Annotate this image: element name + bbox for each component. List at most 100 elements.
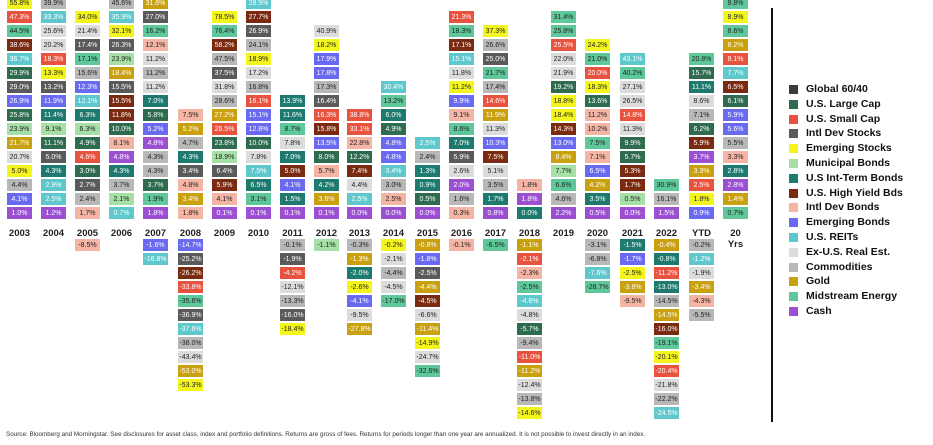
legend-label: U.S. REITs: [806, 231, 859, 243]
return-cell: 6.6%: [550, 178, 577, 192]
return-cell: 33.1%: [346, 122, 373, 136]
return-cell: 6.3%: [74, 122, 101, 136]
legend-swatch: [789, 173, 798, 183]
return-cell: -26.2%: [177, 266, 204, 280]
return-cell: 3.1%: [245, 192, 272, 206]
return-cell: 7.4%: [346, 164, 373, 178]
return-cell: 13.0%: [550, 136, 577, 150]
return-cell: 7.0%: [448, 136, 475, 150]
return-cell: 0.9%: [688, 206, 715, 220]
return-cell: 47.5%: [211, 52, 238, 66]
return-cell: 1.8%: [177, 206, 204, 220]
return-cell: 15.5%: [108, 80, 135, 94]
return-cell: 6.5%: [722, 80, 749, 94]
return-cell: 5.0%: [279, 164, 306, 178]
return-cell: -0.3%: [346, 238, 373, 252]
return-cell: 2.8%: [722, 164, 749, 178]
return-cell: 44.5%: [6, 24, 33, 38]
return-cell: 23.9%: [6, 122, 33, 136]
return-cell: 11.3%: [482, 122, 509, 136]
return-cell: -4.8%: [516, 308, 543, 322]
return-cell: 7.5%: [584, 136, 611, 150]
year-label: 2005: [76, 228, 99, 239]
return-cell: 26.9%: [6, 94, 33, 108]
legend-swatch: [789, 218, 798, 228]
legend-label: Gold: [806, 275, 830, 288]
legend-swatch: [789, 99, 798, 109]
return-cell: -0.1%: [448, 238, 475, 252]
return-cell: 19.2%: [550, 80, 577, 94]
year-label: 2021: [621, 228, 644, 239]
return-cell: 26.5%: [211, 122, 238, 136]
return-cell: -8.5%: [74, 238, 101, 252]
return-cell: -28.7%: [584, 280, 611, 294]
return-cell: 5.6%: [722, 122, 749, 136]
return-cell: 29.0%: [6, 80, 33, 94]
return-cell: 15.1%: [245, 108, 272, 122]
legend-label: Emerging Stocks: [806, 142, 892, 155]
return-cell: 5.7%: [619, 150, 646, 164]
return-cell: 7.5%: [245, 164, 272, 178]
legend-swatch: [789, 233, 798, 242]
return-cell: 4.2%: [313, 178, 340, 192]
return-cell: 18.4%: [108, 66, 135, 80]
source-note: Source: Bloomberg and Morningstar. See d…: [6, 431, 646, 438]
return-cell: -13.8%: [516, 392, 543, 406]
return-cell: 1.5%: [279, 192, 306, 206]
return-cell: 7.5%: [177, 108, 204, 122]
legend-swatch: [789, 188, 798, 198]
return-cell: 4.1%: [211, 192, 238, 206]
return-cell: 5.0%: [40, 150, 67, 164]
return-cell: 7.8%: [245, 150, 272, 164]
return-cell: 9.1%: [40, 122, 67, 136]
return-cell: -24.5%: [653, 406, 680, 420]
return-cell: 17.4%: [74, 38, 101, 52]
return-cell: 8.2%: [722, 38, 749, 52]
return-cell: 23.9%: [108, 52, 135, 66]
legend-label: U.S Int-Term Bonds: [806, 171, 904, 184]
return-cell: -3.4%: [688, 280, 715, 294]
return-cell: 0.9%: [414, 178, 441, 192]
return-cell: -1.3%: [346, 252, 373, 266]
return-cell: 0.0%: [346, 206, 373, 220]
year-label: 2016: [450, 228, 473, 239]
return-cell: -1.9%: [688, 266, 715, 280]
return-cell: 15.5%: [108, 94, 135, 108]
return-cell: 22.0%: [550, 52, 577, 66]
return-cell: -22.2%: [653, 392, 680, 406]
return-cell: 16.1%: [245, 94, 272, 108]
return-cell: 37.5%: [211, 66, 238, 80]
return-cell: 6.5%: [245, 178, 272, 192]
year-label: 2008: [179, 228, 202, 239]
return-cell: 2.5%: [414, 136, 441, 150]
return-cell: 15.8%: [313, 122, 340, 136]
return-cell: -9.5%: [346, 308, 373, 322]
return-cell: 0.0%: [516, 206, 543, 220]
return-cell: -11.0%: [516, 350, 543, 364]
return-cell: 4.8%: [380, 136, 407, 150]
return-cell: 4.6%: [74, 150, 101, 164]
return-cell: -9.5%: [619, 294, 646, 308]
legend-swatch: [789, 203, 798, 213]
return-cell: 1.7%: [482, 192, 509, 206]
year-label: 2013: [348, 228, 371, 239]
return-cell: 9.9%: [448, 94, 475, 108]
return-cell: 55.8%: [6, 0, 33, 10]
return-cell: -11.2%: [653, 266, 680, 280]
return-cell: 6.1%: [722, 94, 749, 108]
return-cell: -14.5%: [653, 294, 680, 308]
return-cell: 11.2%: [142, 80, 169, 94]
year-label: 2009: [213, 228, 236, 239]
legend-label: Intl Dev Bonds: [806, 201, 880, 214]
return-cell: 9.9%: [619, 136, 646, 150]
return-cell: 3.4%: [177, 164, 204, 178]
return-cell: -7.6%: [584, 266, 611, 280]
return-cell: 21.0%: [584, 52, 611, 66]
return-cell: -4.5%: [380, 280, 407, 294]
return-cell: 11.2%: [142, 66, 169, 80]
return-cell: 24.1%: [245, 38, 272, 52]
return-cell: 2.6%: [448, 164, 475, 178]
return-cell: 22.8%: [346, 136, 373, 150]
return-cell: -37.6%: [177, 322, 204, 336]
return-cell: -0.8%: [653, 252, 680, 266]
